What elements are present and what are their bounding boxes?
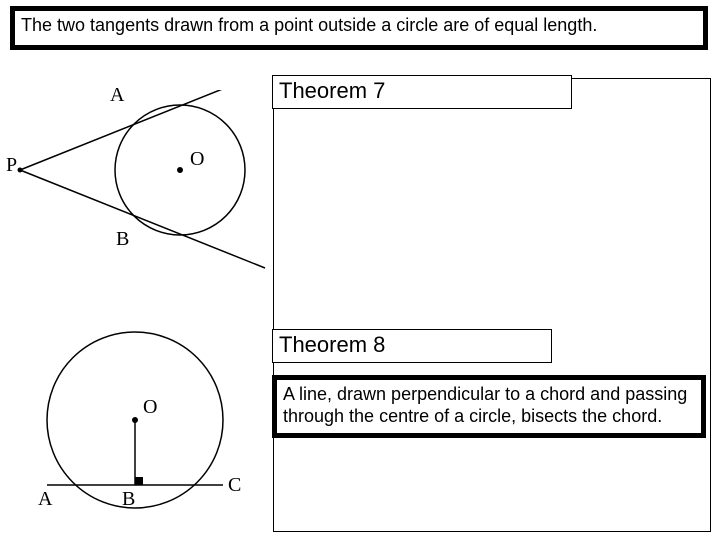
label-B: B xyxy=(116,228,129,251)
theorem7-title: Theorem 7 xyxy=(279,78,385,103)
label-O2: O xyxy=(143,396,157,419)
top-statement-box: The two tangents drawn from a point outs… xyxy=(10,6,708,50)
label-A2: A xyxy=(38,488,52,511)
tangent-bot xyxy=(20,170,265,268)
diagram-tangents-svg xyxy=(0,90,280,290)
label-A: A xyxy=(110,84,124,107)
center-O2 xyxy=(132,417,138,423)
right-panel: Theorem 7 Theorem 8 A line, drawn perpen… xyxy=(273,78,711,532)
label-B2: B xyxy=(122,488,135,511)
diagram-perp-chord: A B C O xyxy=(10,330,268,530)
theorem8-title-box: Theorem 8 xyxy=(272,329,552,363)
diagram-tangents: P A B O xyxy=(0,90,280,290)
center-O xyxy=(177,167,183,173)
theorem8-title: Theorem 8 xyxy=(279,332,385,357)
label-C: C xyxy=(228,474,241,497)
tangent-top xyxy=(20,90,265,170)
label-P: P xyxy=(6,154,17,177)
theorem8-body-text: A line, drawn perpendicular to a chord a… xyxy=(283,384,687,426)
theorem8-body-box: A line, drawn perpendicular to a chord a… xyxy=(272,375,706,438)
point-P xyxy=(18,168,23,173)
label-O: O xyxy=(190,148,204,171)
top-statement-text: The two tangents drawn from a point outs… xyxy=(21,15,597,35)
theorem7-title-box: Theorem 7 xyxy=(272,75,572,109)
right-angle-mark xyxy=(135,477,143,485)
